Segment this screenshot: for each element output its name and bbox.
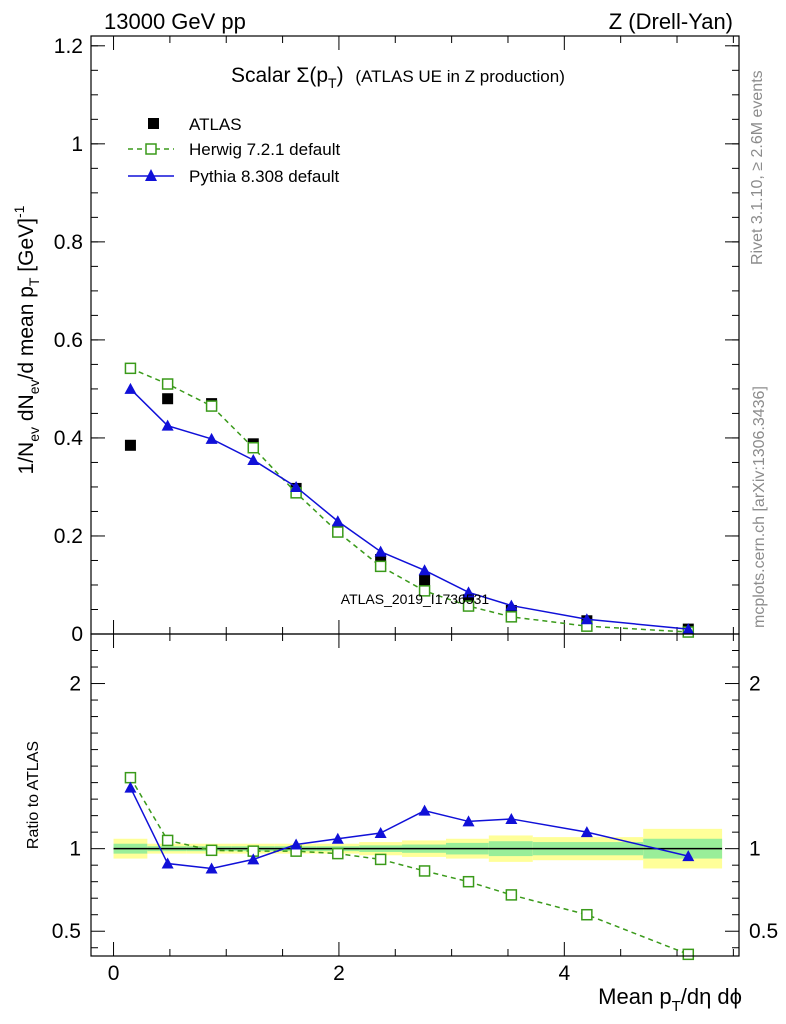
main-y-tick-label: 0.6 bbox=[54, 329, 83, 352]
ratio-y-axis-label: Ratio to ATLAS bbox=[25, 741, 42, 849]
main-y-tick-label: 0.4 bbox=[54, 427, 84, 450]
main-series-line-1 bbox=[130, 367, 689, 633]
main-point-pythia bbox=[462, 586, 475, 598]
x-axis-label: Mean pT/dη dϕ bbox=[598, 984, 742, 1015]
ratio-panel: 0.5 0.5 1 1 2 2 0 2 4 bbox=[52, 634, 778, 985]
header-right: Z (Drell-Yan) bbox=[609, 9, 733, 34]
main-point-herwig bbox=[374, 560, 387, 573]
ratio-point-pythia bbox=[580, 826, 593, 838]
main-point-herwig bbox=[161, 378, 174, 390]
ratio-series-line-1 bbox=[129, 787, 689, 870]
ratio-point-pythia bbox=[418, 804, 431, 816]
main-point-pythia bbox=[124, 382, 137, 394]
ratio-point-pythia bbox=[161, 857, 174, 869]
ratio-y-tick-label: 0.5 bbox=[52, 920, 81, 943]
legend-label-pythia: Pythia 8.308 default bbox=[189, 167, 340, 186]
ratio-point-pythia bbox=[290, 838, 303, 850]
main-point-pythia bbox=[682, 623, 695, 635]
main-point-pythia bbox=[290, 480, 303, 492]
legend-marker-pythia bbox=[145, 169, 157, 181]
x-tick-label: 0 bbox=[108, 962, 120, 985]
ratio-point-herwig bbox=[124, 771, 137, 784]
analysis-watermark: ATLAS_2019_I1736531 bbox=[341, 591, 490, 607]
legend-marker-atlas bbox=[148, 118, 159, 129]
main-point-herwig bbox=[418, 585, 431, 597]
ratio-point-herwig bbox=[682, 948, 695, 961]
ratio-y-tick-label: 1 bbox=[69, 838, 81, 861]
main-point-pythia bbox=[161, 419, 174, 431]
main-point-herwig bbox=[332, 526, 344, 538]
ratio-point-pythia bbox=[374, 826, 387, 838]
main-point-atlas bbox=[375, 553, 387, 565]
ratio-point-herwig bbox=[374, 853, 387, 866]
main-point-atlas bbox=[124, 439, 136, 451]
main-panel: 0 0.2 0.4 0.6 0.8 1 1.2 bbox=[54, 35, 739, 646]
main-point-pythia bbox=[505, 599, 518, 611]
main-point-pythia bbox=[205, 432, 218, 444]
legend-label-atlas: ATLAS bbox=[189, 115, 242, 134]
ratio-point-herwig bbox=[205, 844, 218, 857]
main-series-layer bbox=[124, 362, 695, 638]
ratio-point-herwig bbox=[505, 889, 518, 901]
legend-item-herwig: Herwig 7.2.1 default bbox=[128, 140, 340, 159]
main-point-herwig bbox=[205, 400, 218, 412]
main-point-pythia bbox=[418, 564, 431, 576]
ratio-point-herwig bbox=[581, 908, 593, 921]
ratio-point-pythia bbox=[124, 781, 137, 793]
ratio-series-line-0 bbox=[129, 777, 689, 956]
main-y-tick-label: 0.2 bbox=[54, 525, 83, 548]
ratio-series-layer bbox=[124, 771, 695, 961]
main-y-tick-label: 0.8 bbox=[54, 231, 83, 254]
main-point-pythia bbox=[580, 613, 593, 625]
main-series-line-2 bbox=[129, 388, 689, 630]
ratio-point-pythia bbox=[462, 815, 475, 827]
ratio-y-tick-label: 2 bbox=[69, 673, 81, 696]
main-point-herwig bbox=[462, 600, 475, 612]
ratio-point-pythia bbox=[205, 862, 218, 874]
x-tick-label: 4 bbox=[558, 962, 570, 985]
ratio-frame bbox=[90, 633, 740, 957]
main-y-axis-label: 1/Nev dNev/d mean pT [GeV]-1 bbox=[11, 205, 42, 474]
ratio-y-tick-label-right: 2 bbox=[749, 673, 761, 696]
legend-item-pythia: Pythia 8.308 default bbox=[128, 167, 340, 186]
ratio-point-herwig bbox=[332, 847, 344, 860]
ratio-point-pythia bbox=[331, 832, 344, 844]
ratio-point-herwig bbox=[418, 865, 431, 877]
main-y-tick-label: 1 bbox=[71, 133, 83, 156]
legend-item-atlas: ATLAS bbox=[148, 115, 242, 134]
main-point-herwig bbox=[505, 611, 518, 623]
main-point-pythia bbox=[247, 453, 260, 465]
main-point-atlas bbox=[162, 393, 174, 405]
legend: ATLAS Herwig 7.2.1 default Pythia 8.308 … bbox=[128, 115, 340, 186]
chart-title: Scalar Σ(pT) (ATLAS UE in Z production) bbox=[231, 64, 565, 91]
ratio-point-herwig bbox=[161, 834, 174, 847]
x-tick-label: 2 bbox=[333, 962, 345, 985]
header-left: 13000 GeV pp bbox=[104, 9, 246, 34]
main-y-tick-label: 0 bbox=[71, 623, 83, 646]
ratio-point-pythia bbox=[505, 812, 518, 824]
ratio-point-herwig bbox=[462, 875, 475, 888]
ratio-y-tick-label-right: 0.5 bbox=[749, 920, 778, 943]
main-point-herwig bbox=[247, 441, 260, 454]
legend-marker-herwig bbox=[145, 143, 157, 155]
legend-label-herwig: Herwig 7.2.1 default bbox=[189, 140, 340, 159]
main-point-atlas bbox=[419, 574, 431, 586]
ratio-point-pythia bbox=[247, 853, 260, 865]
ratio-y-tick-label-right: 1 bbox=[749, 838, 761, 861]
main-point-atlas bbox=[463, 594, 475, 606]
main-point-pythia bbox=[374, 545, 387, 557]
main-y-tick-label: 1.2 bbox=[54, 35, 83, 58]
main-point-herwig bbox=[124, 362, 137, 375]
rivet-label: Rivet 3.1.10, ≥ 2.6M events bbox=[749, 70, 766, 265]
mcplots-label: mcplots.cern.ch [arXiv:1306.3436] bbox=[751, 386, 768, 628]
main-point-pythia bbox=[331, 515, 344, 527]
ratio-point-pythia bbox=[682, 850, 695, 862]
